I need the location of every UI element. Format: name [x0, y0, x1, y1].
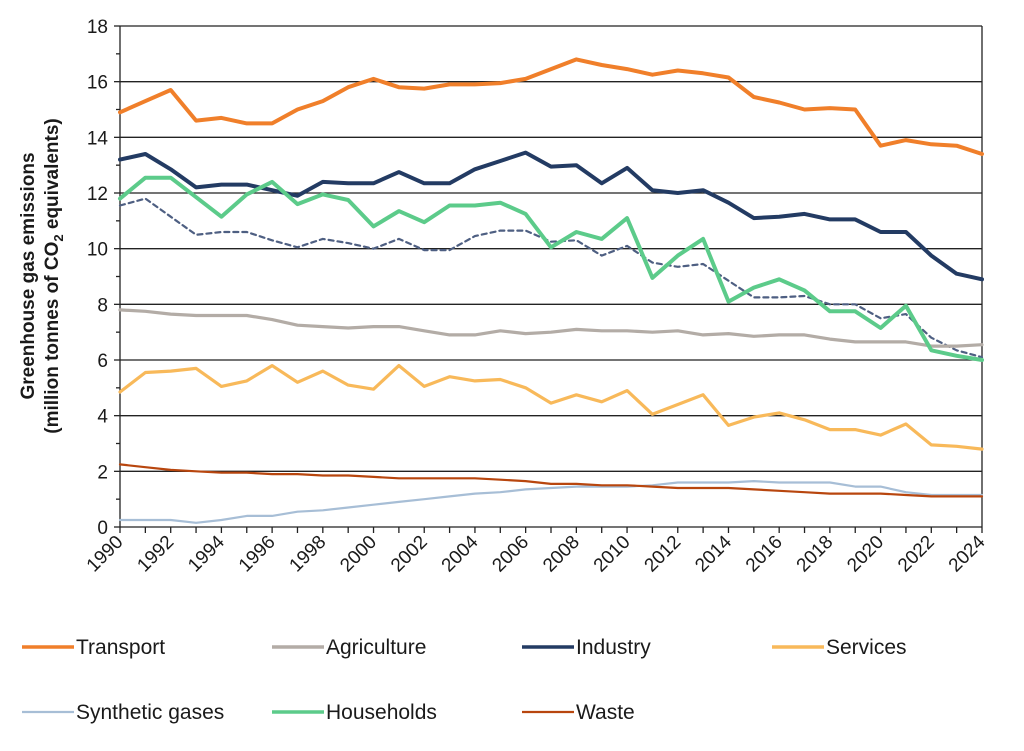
y-axis-title-line2: (million tonnes of CO2 equivalents) — [42, 118, 66, 434]
y-tick-label: 6 — [97, 351, 108, 372]
legend-label: Industry — [576, 636, 651, 659]
y-tick-label: 10 — [87, 240, 108, 261]
x-tick-label: 1994 — [184, 531, 229, 576]
legend-label: Synthetic gases — [76, 701, 224, 724]
legend-item-transport: Transport — [22, 636, 165, 659]
legend-item-households: Households — [272, 701, 437, 724]
series-lines — [118, 57, 984, 524]
legend-label: Transport — [76, 636, 165, 659]
x-tick-label: 2002 — [387, 532, 432, 577]
x-tick-label: 1996 — [235, 532, 280, 577]
legend-item-industry: Industry — [522, 636, 651, 659]
series-line-synthetic-gases — [118, 480, 984, 524]
x-tick-label: 2022 — [894, 532, 939, 577]
y-tick-label: 12 — [87, 184, 108, 205]
y-tick-label: 14 — [87, 128, 109, 149]
x-tick-label: 2016 — [742, 532, 787, 577]
legend-item-synthetic-gases: Synthetic gases — [22, 701, 224, 724]
y-axis-title: Greenhouse gas emissions (million tonnes… — [18, 118, 66, 434]
y-tick-label: 8 — [97, 295, 108, 316]
series-line-industry — [118, 150, 984, 282]
y-tick-label: 4 — [97, 407, 108, 428]
x-tick-label: 1992 — [133, 532, 178, 577]
legend-item-services: Services — [772, 636, 907, 659]
series-line-households — [118, 175, 984, 362]
x-tick-label: 2008 — [539, 532, 584, 577]
legend-item-waste: Waste — [522, 701, 635, 724]
x-tick-label: 2004 — [438, 531, 483, 576]
legend-label: Households — [326, 701, 437, 724]
x-axis-ticks: 1990 1992 1994 1996 1998 2000 2002 2004 2006 2008… — [83, 527, 990, 576]
y-tick-label: 16 — [87, 73, 108, 94]
legend: Transport Agriculture Industry Services Synt… — [22, 636, 907, 724]
y-tick-label: 2 — [97, 462, 108, 483]
y-tick-label: 0 — [97, 518, 108, 539]
x-tick-label: 2014 — [691, 531, 736, 576]
y-tick-label: 18 — [87, 17, 108, 38]
legend-label: Services — [826, 636, 907, 659]
legend-item-agriculture: Agriculture — [272, 636, 426, 659]
x-tick-label: 2020 — [843, 532, 888, 577]
y-axis-title-line1: Greenhouse gas emissions — [18, 152, 39, 399]
x-tick-label: 2000 — [336, 532, 381, 577]
x-tick-label: 2018 — [793, 532, 838, 577]
x-tick-label: 2024 — [945, 531, 990, 576]
series-line-waste — [118, 463, 984, 498]
series-line-unlabeled-dashed-series — [118, 197, 984, 359]
axes — [119, 26, 983, 528]
series-line-services — [118, 364, 984, 451]
x-tick-label: 2012 — [641, 532, 686, 577]
x-tick-label: 1990 — [83, 532, 128, 577]
legend-label: Waste — [576, 701, 635, 724]
x-tick-label: 1998 — [286, 532, 331, 577]
series-line-agriculture — [118, 308, 984, 348]
y-axis-ticks: 0 2 4 6 8 10 12 14 16 18 — [87, 17, 120, 539]
x-tick-label: 2006 — [488, 532, 533, 577]
legend-label: Agriculture — [326, 636, 426, 659]
series-line-transport — [118, 57, 984, 156]
x-tick-label: 2010 — [590, 532, 635, 577]
